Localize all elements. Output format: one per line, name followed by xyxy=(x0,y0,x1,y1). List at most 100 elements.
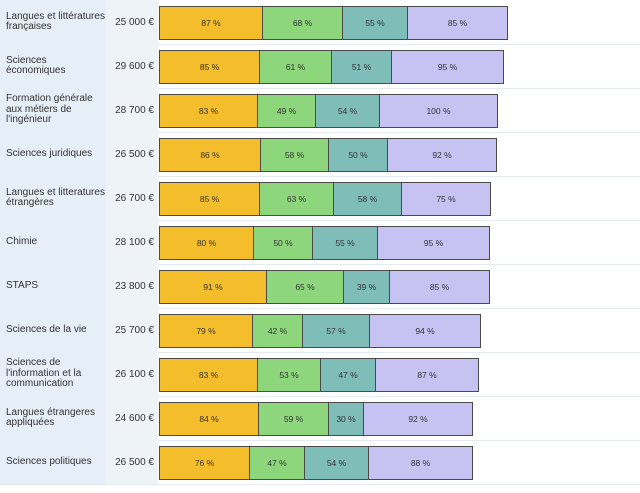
bar-segment: 84 % xyxy=(159,402,259,436)
bar-segment: 61 % xyxy=(259,50,332,84)
bar-segment: 87 % xyxy=(159,6,263,40)
bar-segment: 58 % xyxy=(333,182,402,216)
data-label: 55 % xyxy=(365,18,385,28)
salary-cell: 26 100 € xyxy=(106,352,158,396)
bar-segment: 68 % xyxy=(262,6,343,40)
table-row: Sciences économiques 29 600 € 85 % 61 % 51 %… xyxy=(0,44,640,89)
data-label: 59 % xyxy=(283,414,304,424)
category-cell: Chimie xyxy=(0,220,106,264)
data-label: 53 % xyxy=(279,370,299,380)
data-label: 68 % xyxy=(292,18,313,28)
data-label: 85 % xyxy=(199,194,220,204)
category-cell: Sciences politiques xyxy=(0,440,106,484)
data-label: 87 % xyxy=(417,370,437,380)
bar-segment: 47 % xyxy=(320,358,376,392)
bar-segment: 76 % xyxy=(159,446,250,480)
bar-segment: 95 % xyxy=(377,226,490,260)
data-label: 47 % xyxy=(338,370,358,380)
data-label: 92 % xyxy=(408,414,428,424)
data-label: 58 % xyxy=(357,194,378,204)
data-label: 75 % xyxy=(436,194,456,204)
data-label: 92 % xyxy=(432,150,452,160)
bar-segment: 42 % xyxy=(252,314,303,348)
data-label: 95 % xyxy=(423,238,444,248)
bar-segment: 92 % xyxy=(387,138,497,172)
salary-cell: 28 100 € xyxy=(106,220,158,264)
salary-cell: 26 500 € xyxy=(106,440,158,484)
salary-cell: 28 700 € xyxy=(106,88,158,132)
category-cell: Langues et litteratures étrangères xyxy=(0,176,106,220)
data-label: 85 % xyxy=(429,282,450,292)
salary-label: 24 600 € xyxy=(115,412,154,424)
category-label: Langues et litteratures étrangères xyxy=(6,186,105,208)
category-label: Chimie xyxy=(6,235,38,247)
bar-segment: 54 % xyxy=(304,446,369,480)
bar-segment: 53 % xyxy=(257,358,321,392)
salary-cell: 25 700 € xyxy=(106,308,158,352)
category-cell: Formation générale aux métiers de l'ingé… xyxy=(0,88,106,132)
data-label: 79 % xyxy=(196,326,216,336)
data-label: 85 % xyxy=(447,18,468,28)
bar-segment: 86 % xyxy=(159,138,261,172)
bar-segment: 92 % xyxy=(363,402,473,436)
category-cell: STAPS xyxy=(0,264,106,308)
bar-segment: 75 % xyxy=(401,182,491,216)
salary-cell: 26 500 € xyxy=(106,132,158,176)
salary-label: 23 800 € xyxy=(115,280,154,292)
bar-segment: 100 % xyxy=(379,94,498,128)
category-cell: Sciences de l'information et la communic… xyxy=(0,352,106,396)
salary-label: 28 100 € xyxy=(115,236,154,248)
bar-segment: 58 % xyxy=(260,138,329,172)
table-row: Sciences politiques 26 500 € 76 % 47 % 54 % 8… xyxy=(0,440,640,485)
data-label: 63 % xyxy=(286,194,307,204)
category-cell: Langues étrangeres appliquées xyxy=(0,396,106,440)
category-label: Sciences juridiques xyxy=(6,147,93,159)
salary-cell: 25 000 € xyxy=(106,0,158,44)
salary-label: 26 100 € xyxy=(115,368,154,380)
data-label: 94 % xyxy=(415,326,435,336)
bar-segment: 30 % xyxy=(328,402,364,436)
salary-label: 28 700 € xyxy=(115,104,154,116)
category-label: Formation générale aux métiers de l'ingé… xyxy=(6,93,93,126)
bar-segment: 57 % xyxy=(302,314,370,348)
data-label: 83 % xyxy=(198,106,219,116)
data-label: 42 % xyxy=(267,326,288,336)
table-row: Langues et litteratures étrangères 26 700… xyxy=(0,176,640,221)
bar-segment: 50 % xyxy=(253,226,313,260)
category-label: STAPS xyxy=(6,279,39,291)
data-label: 95 % xyxy=(437,62,458,72)
bar-segment: 50 % xyxy=(328,138,388,172)
table-row: STAPS 23 800 € 91 % 65 % 39 % 85 % xyxy=(0,264,640,309)
salary-label: 25 000 € xyxy=(115,16,154,28)
data-label: 57 % xyxy=(326,326,346,336)
bar-segment: 85 % xyxy=(407,6,508,40)
salary-label: 26 500 € xyxy=(115,456,154,468)
data-label: 86 % xyxy=(200,150,220,160)
salary-label: 29 600 € xyxy=(115,60,154,72)
data-label: 50 % xyxy=(273,238,293,248)
table-row: Langues étrangeres appliquées 24 600 € 84 … xyxy=(0,396,640,441)
data-label: 49 % xyxy=(276,106,297,116)
category-label: Sciences politiques xyxy=(6,455,92,467)
salary-label: 26 700 € xyxy=(115,192,154,204)
bar-segment: 59 % xyxy=(258,402,329,436)
table-row: Langues et littératures françaises 25 000… xyxy=(0,0,640,45)
table-row: Sciences de la vie 25 700 € 79 % 42 % 57 % 94… xyxy=(0,308,640,353)
bar-segment: 55 % xyxy=(312,226,378,260)
bar-segment: 55 % xyxy=(342,6,408,40)
table-row: Chimie 28 100 € 80 % 50 % 55 % 95 % xyxy=(0,220,640,265)
data-label: 58 % xyxy=(284,150,305,160)
bar-segment: 39 % xyxy=(343,270,390,304)
category-cell: Sciences juridiques xyxy=(0,132,106,176)
data-label: 80 % xyxy=(196,238,217,248)
data-label: 76 % xyxy=(194,458,215,468)
salary-label: 25 700 € xyxy=(115,324,154,336)
bar-segment: 65 % xyxy=(266,270,344,304)
data-label: 54 % xyxy=(337,106,358,116)
bar-segment: 85 % xyxy=(159,50,260,84)
salary-cell: 24 600 € xyxy=(106,396,158,440)
data-label: 65 % xyxy=(295,282,315,292)
bar-segment: 88 % xyxy=(368,446,473,480)
category-cell: Sciences économiques xyxy=(0,44,106,88)
